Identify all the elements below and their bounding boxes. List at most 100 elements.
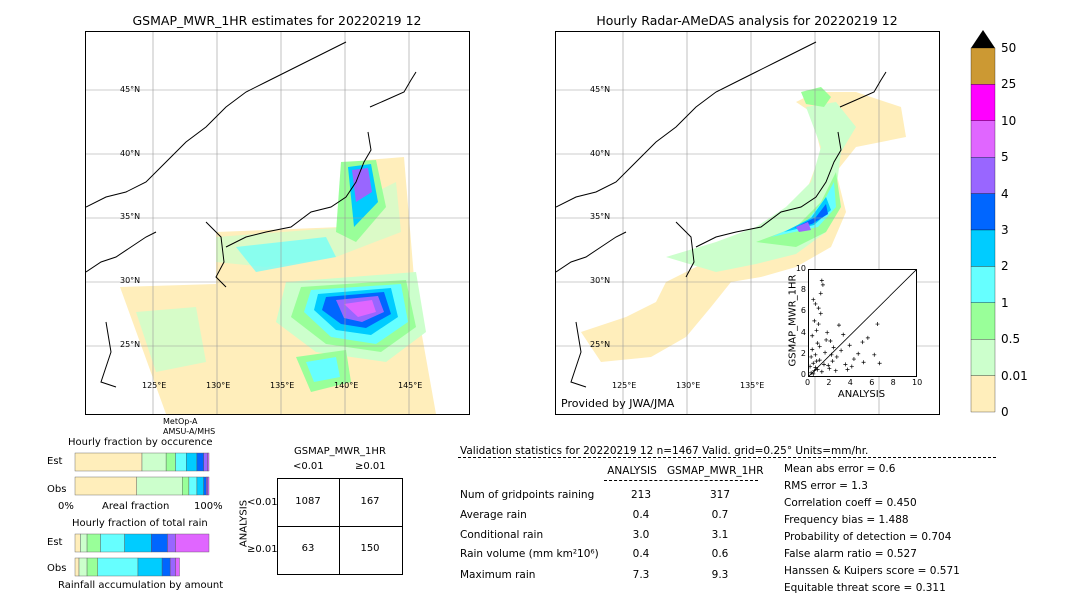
scatter-point <box>811 371 816 376</box>
scatter-xtick: 10 <box>912 378 923 387</box>
fraction-bar-segment <box>165 452 176 472</box>
scatter-point <box>833 368 838 373</box>
right-lon-130: 130°E <box>676 381 701 390</box>
left-lat-25: 25°N <box>120 340 141 349</box>
fraction-bar-segment <box>169 557 176 577</box>
occurrence-xlabel: Areal fraction <box>102 501 170 512</box>
left-map <box>85 31 470 415</box>
colorbar-label: 1 <box>1001 295 1009 310</box>
contingency-row-lt: <0.01 <box>247 497 278 508</box>
colorbar-overflow-triangle <box>971 30 995 48</box>
scatter-point <box>831 345 836 350</box>
right-lat-35: 35°N <box>590 212 611 221</box>
stat-analysis: 3.0 <box>632 529 650 541</box>
col-rule <box>604 480 758 481</box>
scatter-ytick: 4 <box>800 327 806 337</box>
left-lat-45: 45°N <box>120 85 141 94</box>
scatter-point <box>818 311 823 316</box>
scatter-point <box>811 297 816 302</box>
stat-gsmap: 317 <box>709 489 731 501</box>
scatter-xtick: 4 <box>847 378 853 387</box>
scatter-point <box>845 367 850 372</box>
totalrain-bars <box>74 533 210 577</box>
scatter-point <box>829 352 834 357</box>
occurrence-bars <box>74 452 210 496</box>
colorbar-swatch <box>970 84 996 121</box>
scatter-point <box>839 348 844 353</box>
satellite-note-2: AMSU-A/MHS <box>163 427 216 436</box>
scatter-point <box>810 347 815 352</box>
scatter-point <box>811 361 816 366</box>
right-map-title: Hourly Radar-AMeDAS analysis for 2022021… <box>596 13 898 28</box>
fraction-bar-segment <box>136 476 183 496</box>
scatter-point <box>851 357 856 362</box>
scatter-plot <box>808 269 917 377</box>
right-map-canvas <box>556 32 939 414</box>
scatter-point <box>815 367 820 372</box>
col-gsmap: GSMAP_MWR_1HR <box>667 465 764 477</box>
scatter-point <box>817 358 822 363</box>
cell-hit: 150 <box>360 543 380 554</box>
occurrence-title: Hourly fraction by occurence <box>68 437 213 448</box>
fraction-bar-segment <box>196 452 204 472</box>
score-ets: Equitable threat score = 0.311 <box>784 582 946 594</box>
scatter-point <box>809 370 814 375</box>
fraction-bar-segment <box>203 452 208 472</box>
scatter-point <box>828 339 833 344</box>
colorbar <box>970 30 996 413</box>
score-far: False alarm ratio = 0.527 <box>784 548 917 560</box>
scatter-point <box>834 354 839 359</box>
occurrence-tick-0: 0% <box>58 501 74 512</box>
colorbar-swatch <box>970 120 996 158</box>
scatter-point <box>826 363 831 368</box>
scatter-point <box>821 362 826 367</box>
stat-analysis: 0.4 <box>632 509 650 521</box>
fraction-bar-segment <box>74 533 81 553</box>
fraction-bar-segment <box>161 557 171 577</box>
fraction-bar-segment <box>78 557 88 577</box>
colorbar-swatch <box>970 193 996 231</box>
fraction-bar-segment <box>74 557 80 577</box>
scatter-point <box>814 359 819 364</box>
fraction-bar-segment <box>137 557 163 577</box>
totalrain-xlabel: Rainfall accumulation by amount <box>58 580 224 591</box>
cell-false-alarm: 167 <box>360 496 380 507</box>
scatter-point <box>815 341 820 346</box>
scatter-point <box>812 368 817 373</box>
stat-label: Rain volume (mm km²10⁶) <box>460 548 599 560</box>
colorbar-swatch <box>970 375 996 413</box>
fraction-bar-segment <box>74 476 137 496</box>
occurrence-obs-label: Obs <box>47 484 67 495</box>
scatter-xtick: 8 <box>890 378 896 387</box>
fraction-bar-segment <box>80 533 88 553</box>
scatter-point <box>877 361 882 366</box>
score-pod: Probability of detection = 0.704 <box>784 531 952 543</box>
scatter-point <box>817 344 822 349</box>
contingency-col-lt: <0.01 <box>293 461 324 472</box>
scatter-ytick: 8 <box>800 285 806 295</box>
colorbar-swatch <box>970 266 996 303</box>
scatter-point <box>825 330 830 335</box>
scatter-point <box>872 352 877 357</box>
fraction-bar-segment <box>206 476 208 496</box>
right-lon-125: 125°E <box>612 381 637 390</box>
colorbar-label: 2 <box>1001 259 1009 274</box>
fraction-bar-segment <box>86 557 98 577</box>
scatter-point <box>875 322 880 327</box>
fraction-bar-segment <box>86 533 101 553</box>
scatter-point <box>827 366 832 371</box>
fraction-bar-segment <box>186 452 198 472</box>
scatter-point <box>830 359 835 364</box>
left-lat-40: 40°N <box>120 149 141 158</box>
colorbar-label: 25 <box>1001 77 1017 92</box>
contingency-col-ge: ≥0.01 <box>355 461 386 472</box>
score-rmse: RMS error = 1.3 <box>784 480 868 492</box>
scatter-point <box>816 322 821 327</box>
colorbar-label: 0.01 <box>1001 368 1028 383</box>
score-bias: Frequency bias = 1.488 <box>784 514 909 526</box>
fraction-bar-segment <box>196 476 204 496</box>
stat-gsmap: 3.1 <box>711 529 729 541</box>
scatter-xtick: 6 <box>869 378 875 387</box>
scatter-point <box>819 278 824 283</box>
right-lon-135: 135°E <box>740 381 765 390</box>
